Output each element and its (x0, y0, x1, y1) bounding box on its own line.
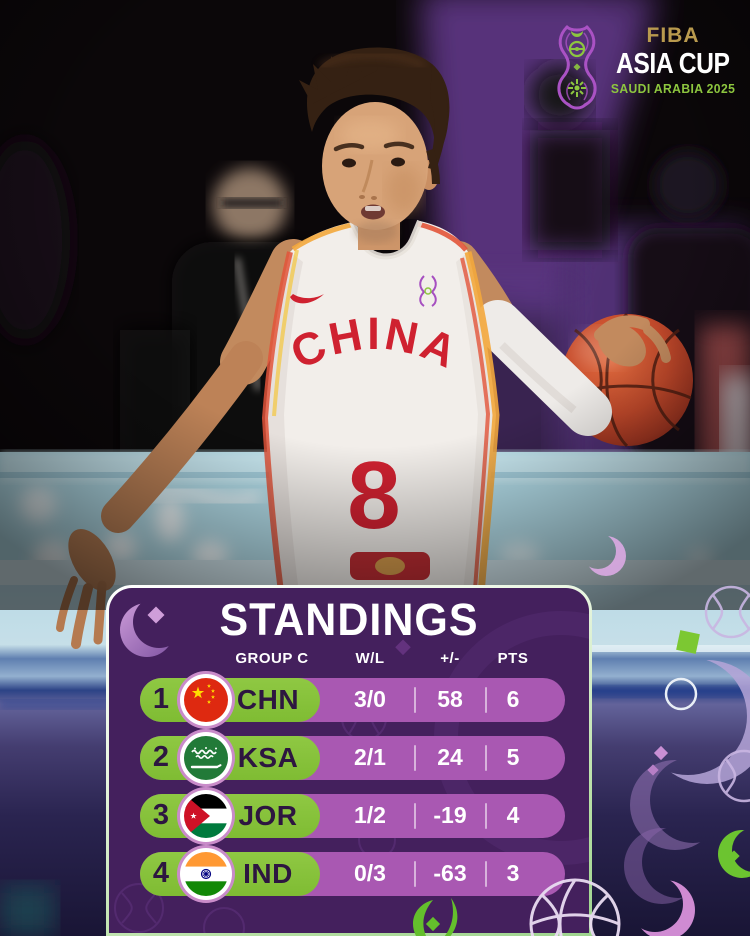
plusminus-value: -63 (433, 860, 467, 886)
divider (414, 687, 416, 713)
team-flag (180, 732, 232, 784)
divider (485, 745, 487, 771)
pts-value: 4 (506, 802, 520, 828)
standings-panel: STANDINGS GROUP C W/L +/- PTS 1 (106, 585, 592, 936)
india-flag-icon (184, 852, 228, 896)
team-code: CHN (236, 684, 300, 715)
saudi-arabia-flag-icon (184, 736, 228, 780)
wl-value: 1/2 (354, 802, 386, 828)
column-header-pts: PTS (497, 650, 529, 667)
divider (414, 861, 416, 887)
divider (414, 745, 416, 771)
rank-label: 4 (152, 857, 170, 889)
team-flag (180, 790, 232, 842)
rank-label: 1 (152, 683, 170, 715)
jordan-flag-icon (184, 794, 228, 838)
rank-label: 2 (152, 741, 170, 773)
team-flag (180, 674, 232, 726)
column-header-wl: W/L (355, 650, 385, 667)
plusminus-value: -19 (433, 802, 467, 828)
standings-row: 3 JOR 1/2 -19 4 (140, 790, 565, 842)
asia-cup-emblem-icon (557, 25, 597, 110)
team-flag (180, 848, 232, 900)
wl-value: 3/0 (354, 686, 386, 712)
standings-row: 2 KSA 2/1 24 5 (140, 732, 565, 784)
asia-cup-subtitle: SAUDI ARABIA 2025 (610, 82, 736, 96)
standings-row: 1 CHN 3/0 58 6 (140, 674, 565, 726)
standings-row: 4 (140, 848, 565, 900)
pts-value: 5 (506, 744, 520, 770)
pts-value: 6 (506, 686, 520, 712)
divider (485, 803, 487, 829)
crescent-icon (109, 588, 189, 668)
standings-rows: 1 CHN 3/0 58 6 (109, 588, 589, 933)
team-code: IND (243, 858, 293, 889)
fiba-asia-cup-logo: FIBA ASIA CUP SAUDI ARABIA 2025 (548, 20, 748, 120)
plusminus-value: 24 (437, 744, 463, 770)
team-code: JOR (238, 800, 298, 831)
rank-label: 3 (152, 799, 170, 831)
china-flag-icon (184, 678, 228, 722)
asia-cup-title: ASIA CUP (616, 48, 730, 80)
column-header-plusminus: +/- (440, 650, 460, 667)
fiba-wordmark: FIBA (646, 24, 700, 47)
column-header-group: GROUP C (235, 650, 309, 667)
team-code: KSA (237, 742, 299, 773)
divider (485, 687, 487, 713)
standings-title: STANDINGS (219, 594, 479, 646)
divider (414, 803, 416, 829)
wl-value: 0/3 (354, 860, 386, 886)
plusminus-value: 58 (437, 686, 463, 712)
pts-value: 3 (506, 860, 520, 886)
wl-value: 2/1 (354, 744, 386, 770)
divider (485, 861, 487, 887)
